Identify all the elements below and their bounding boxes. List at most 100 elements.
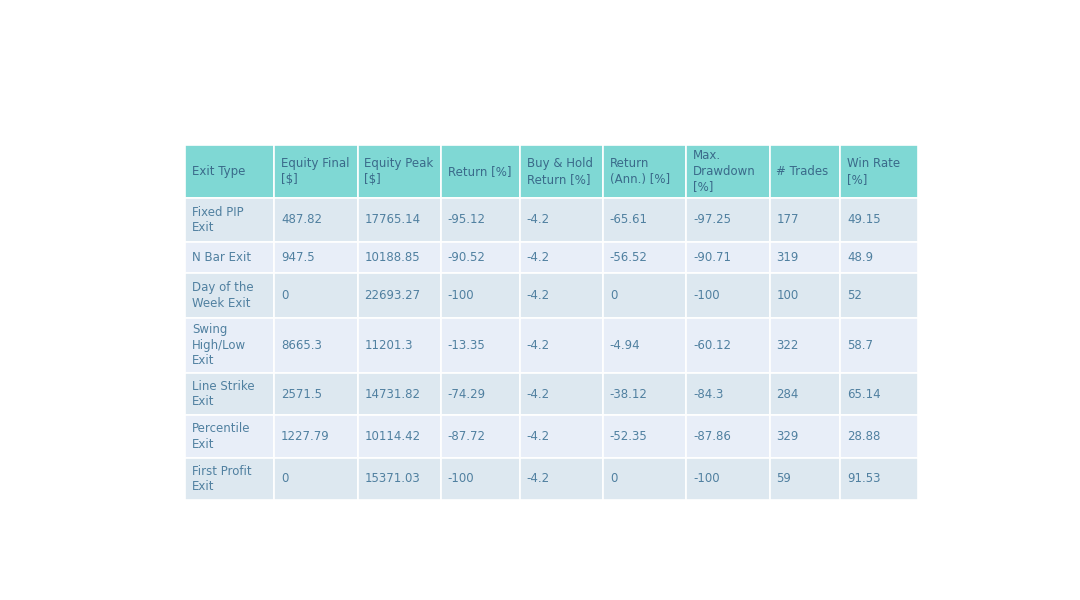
FancyBboxPatch shape — [357, 373, 441, 415]
FancyBboxPatch shape — [519, 415, 603, 458]
FancyBboxPatch shape — [770, 145, 840, 197]
FancyBboxPatch shape — [687, 317, 770, 373]
FancyBboxPatch shape — [274, 273, 357, 317]
Text: N Bar Exit: N Bar Exit — [192, 251, 252, 264]
FancyBboxPatch shape — [603, 415, 687, 458]
FancyBboxPatch shape — [186, 317, 274, 373]
Text: -97.25: -97.25 — [693, 214, 731, 226]
Text: Return
(Ann.) [%]: Return (Ann.) [%] — [610, 157, 670, 185]
FancyBboxPatch shape — [687, 197, 770, 242]
Text: Buy & Hold
Return [%]: Buy & Hold Return [%] — [527, 157, 593, 185]
Text: -95.12: -95.12 — [447, 214, 486, 226]
Text: 91.53: 91.53 — [847, 472, 880, 485]
Text: 329: 329 — [777, 430, 799, 443]
FancyBboxPatch shape — [770, 373, 840, 415]
Text: -38.12: -38.12 — [610, 388, 648, 401]
FancyBboxPatch shape — [186, 242, 274, 273]
Text: 14731.82: 14731.82 — [364, 388, 420, 401]
Text: 65.14: 65.14 — [847, 388, 880, 401]
FancyBboxPatch shape — [770, 273, 840, 317]
Text: -4.94: -4.94 — [610, 339, 640, 352]
FancyBboxPatch shape — [441, 145, 519, 197]
Text: -100: -100 — [693, 472, 719, 485]
FancyBboxPatch shape — [274, 458, 357, 500]
FancyBboxPatch shape — [519, 197, 603, 242]
Text: 2571.5: 2571.5 — [281, 388, 322, 401]
FancyBboxPatch shape — [274, 197, 357, 242]
FancyBboxPatch shape — [357, 145, 441, 197]
FancyBboxPatch shape — [840, 317, 918, 373]
FancyBboxPatch shape — [840, 145, 918, 197]
Text: 0: 0 — [610, 472, 618, 485]
FancyBboxPatch shape — [840, 242, 918, 273]
FancyBboxPatch shape — [770, 242, 840, 273]
Text: -4.2: -4.2 — [527, 289, 550, 302]
FancyBboxPatch shape — [357, 415, 441, 458]
FancyBboxPatch shape — [687, 145, 770, 197]
Text: -4.2: -4.2 — [527, 388, 550, 401]
Text: 17765.14: 17765.14 — [364, 214, 420, 226]
Text: 487.82: 487.82 — [281, 214, 322, 226]
FancyBboxPatch shape — [441, 458, 519, 500]
FancyBboxPatch shape — [603, 373, 687, 415]
Text: -65.61: -65.61 — [610, 214, 648, 226]
FancyBboxPatch shape — [357, 242, 441, 273]
FancyBboxPatch shape — [603, 273, 687, 317]
Text: -74.29: -74.29 — [447, 388, 486, 401]
Text: Percentile
Exit: Percentile Exit — [192, 422, 251, 451]
Text: Day of the
Week Exit: Day of the Week Exit — [192, 281, 254, 310]
Text: 100: 100 — [777, 289, 798, 302]
FancyBboxPatch shape — [186, 273, 274, 317]
FancyBboxPatch shape — [687, 458, 770, 500]
FancyBboxPatch shape — [603, 242, 687, 273]
Text: Swing
High/Low
Exit: Swing High/Low Exit — [192, 323, 246, 367]
FancyBboxPatch shape — [441, 242, 519, 273]
FancyBboxPatch shape — [770, 458, 840, 500]
Text: Exit Type: Exit Type — [192, 165, 245, 178]
FancyBboxPatch shape — [519, 317, 603, 373]
FancyBboxPatch shape — [770, 415, 840, 458]
FancyBboxPatch shape — [274, 317, 357, 373]
FancyBboxPatch shape — [770, 197, 840, 242]
Text: -100: -100 — [693, 289, 719, 302]
FancyBboxPatch shape — [274, 242, 357, 273]
Text: 8665.3: 8665.3 — [281, 339, 322, 352]
FancyBboxPatch shape — [357, 273, 441, 317]
Text: 58.7: 58.7 — [847, 339, 873, 352]
FancyBboxPatch shape — [186, 373, 274, 415]
FancyBboxPatch shape — [840, 273, 918, 317]
FancyBboxPatch shape — [441, 373, 519, 415]
Text: 10114.42: 10114.42 — [364, 430, 420, 443]
FancyBboxPatch shape — [441, 415, 519, 458]
Text: -84.3: -84.3 — [693, 388, 724, 401]
FancyBboxPatch shape — [186, 145, 274, 197]
FancyBboxPatch shape — [186, 197, 274, 242]
FancyBboxPatch shape — [603, 145, 687, 197]
Text: 177: 177 — [777, 214, 799, 226]
FancyBboxPatch shape — [519, 145, 603, 197]
FancyBboxPatch shape — [357, 458, 441, 500]
FancyBboxPatch shape — [840, 197, 918, 242]
FancyBboxPatch shape — [441, 317, 519, 373]
FancyBboxPatch shape — [770, 317, 840, 373]
FancyBboxPatch shape — [186, 458, 274, 500]
Text: -56.52: -56.52 — [610, 251, 648, 264]
Text: Win Rate
[%]: Win Rate [%] — [847, 157, 900, 185]
FancyBboxPatch shape — [840, 373, 918, 415]
FancyBboxPatch shape — [603, 197, 687, 242]
FancyBboxPatch shape — [603, 458, 687, 500]
FancyBboxPatch shape — [357, 317, 441, 373]
Text: 49.15: 49.15 — [847, 214, 880, 226]
FancyBboxPatch shape — [519, 458, 603, 500]
Text: -100: -100 — [447, 472, 474, 485]
Text: -60.12: -60.12 — [693, 339, 731, 352]
Text: -4.2: -4.2 — [527, 214, 550, 226]
FancyBboxPatch shape — [519, 242, 603, 273]
Text: -4.2: -4.2 — [527, 430, 550, 443]
Text: Equity Final
[$]: Equity Final [$] — [281, 157, 350, 185]
Text: 322: 322 — [777, 339, 799, 352]
Text: -13.35: -13.35 — [447, 339, 485, 352]
FancyBboxPatch shape — [687, 415, 770, 458]
FancyBboxPatch shape — [274, 373, 357, 415]
Text: -100: -100 — [447, 289, 474, 302]
